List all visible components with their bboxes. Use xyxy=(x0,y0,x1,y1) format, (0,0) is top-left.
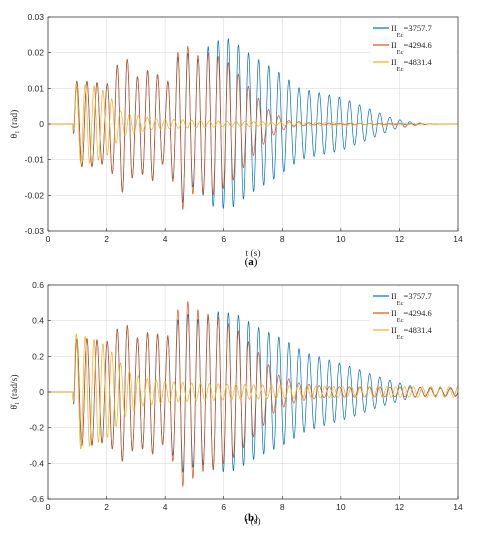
panel-caption: (b) xyxy=(244,512,258,524)
y-tick-label: 0.2 xyxy=(32,351,44,361)
legend-entry-label: IIEc=4831.4 xyxy=(391,325,432,341)
legend-value: =3757.7 xyxy=(404,291,432,301)
panel-caption-letter: b xyxy=(248,512,254,524)
x-tick-label: 8 xyxy=(280,502,285,512)
x-tick-label: 0 xyxy=(46,502,51,512)
panel-caption: (a) xyxy=(245,256,258,268)
y-tick-label: 0 xyxy=(39,119,44,129)
legend-value: =4294.6 xyxy=(404,308,432,318)
y-tick-label: -0.2 xyxy=(29,423,44,433)
legend-main: II xyxy=(391,325,397,335)
x-axis-label: t (s) xyxy=(245,516,260,527)
y-axis-label: θ̇₁ (rad/s) xyxy=(9,374,20,409)
x-tick-label: 6 xyxy=(221,234,226,244)
chart-panel-b: 0 2 4 6 8 10 12 14 -0.6 -0.4 -0.2 0 0.2 0.4 0.6 t (s) θ̇… xyxy=(9,280,463,527)
panel-caption-letter: a xyxy=(248,256,254,268)
y-tick-label: -0.6 xyxy=(29,494,44,504)
y-tick-label: 0.02 xyxy=(27,48,44,58)
x-tick-label: 12 xyxy=(395,234,405,244)
x-tick-label: 10 xyxy=(336,234,346,244)
x-tick-label: 14 xyxy=(453,234,463,244)
series-line-2 xyxy=(48,300,458,488)
x-tick-label: 4 xyxy=(163,502,168,512)
legend-value: =4294.6 xyxy=(404,40,432,50)
series-line-2 xyxy=(48,45,458,210)
legend-sub: Ec xyxy=(397,317,404,324)
y-tick-label: -0.01 xyxy=(25,155,45,165)
y-tick-label: -0.03 xyxy=(25,226,45,236)
x-tick-label: 12 xyxy=(395,502,405,512)
chart-panel-a: 0 2 4 6 8 10 12 14 -0.03 -0.02 -0.01 0 0.01 0.02 0.03 t… xyxy=(9,12,463,268)
y-tick-label: -0.02 xyxy=(25,190,45,200)
legend-value: =3757.7 xyxy=(404,23,432,33)
x-tick-label: 8 xyxy=(280,234,285,244)
x-axis-label: t (s) xyxy=(245,248,260,259)
legend-entry-label: IIEc=3757.7 xyxy=(391,291,432,307)
legend-main: II xyxy=(391,23,397,33)
y-tick-label: 0.01 xyxy=(27,83,44,93)
y-tick-label: 0.4 xyxy=(32,316,44,326)
x-tick-label: 14 xyxy=(453,502,463,512)
y-tick-label: 0.6 xyxy=(32,280,44,290)
x-tick-label: 4 xyxy=(163,234,168,244)
legend-entry-label: IIEc=4831.4 xyxy=(391,57,432,73)
legend-sub: Ec xyxy=(397,32,404,39)
y-tick-label: 0 xyxy=(39,387,44,397)
y-tick-label: -0.4 xyxy=(29,458,44,468)
x-tick-label: 2 xyxy=(104,234,109,244)
legend-entry-label: IIEc=4294.6 xyxy=(391,308,432,324)
legend-sub: Ec xyxy=(397,66,404,73)
legend-main: II xyxy=(391,40,397,50)
x-tick-label: 2 xyxy=(104,502,109,512)
legend-value: =4831.4 xyxy=(404,57,433,67)
x-tick-label: 10 xyxy=(336,502,346,512)
x-tick-label: 0 xyxy=(46,234,51,244)
series-line-3 xyxy=(48,84,458,164)
series-line-3 xyxy=(48,333,458,450)
legend-entry-label: IIEc=4294.6 xyxy=(391,40,432,56)
legend-sub: Ec xyxy=(397,334,404,341)
legend-entry-label: IIEc=3757.7 xyxy=(391,23,432,39)
legend-main: II xyxy=(391,291,397,301)
y-tick-label: 0.03 xyxy=(27,12,44,22)
y-axis-label: θ₁ (rad) xyxy=(9,110,20,139)
legend-sub: Ec xyxy=(397,49,404,56)
x-tick-label: 6 xyxy=(221,502,226,512)
legend-main: II xyxy=(391,57,397,67)
legend-main: II xyxy=(391,308,397,318)
legend-value: =4831.4 xyxy=(404,325,433,335)
legend-sub: Ec xyxy=(397,300,404,307)
